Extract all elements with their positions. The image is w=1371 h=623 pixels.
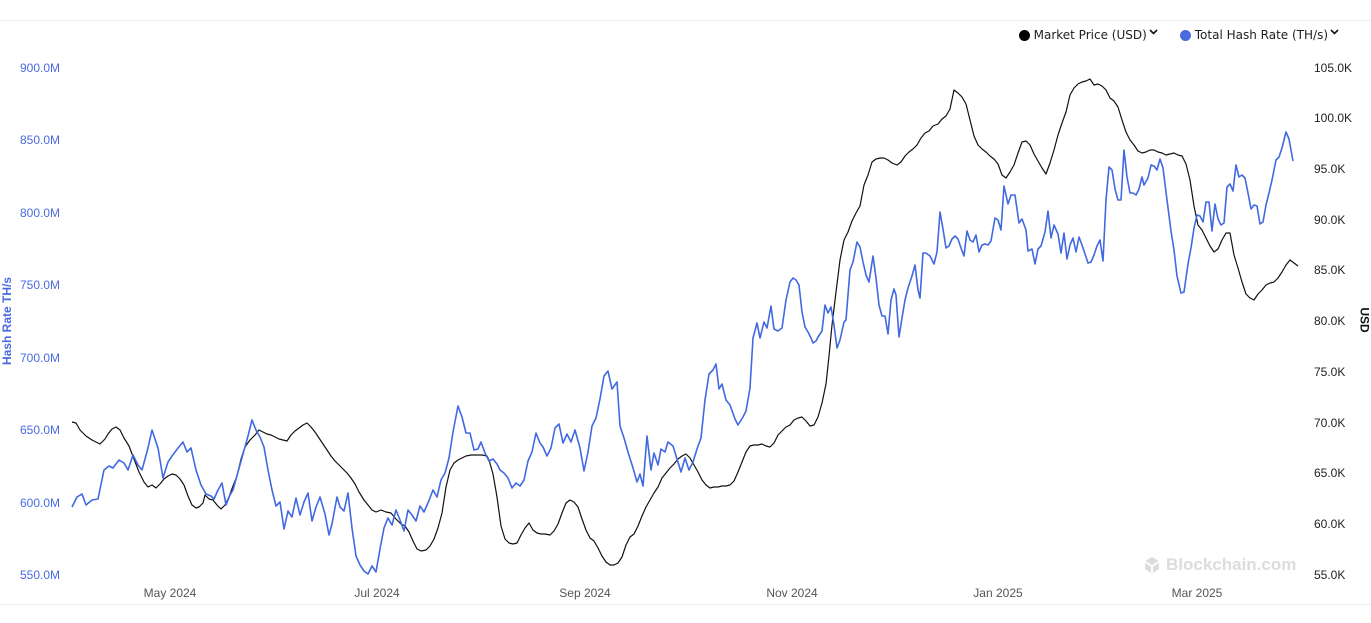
right-tick-label: 80.0K	[1314, 314, 1346, 328]
legend-item-hash-rate[interactable]: Total Hash Rate (TH/s)	[1179, 27, 1339, 42]
watermark: Blockchain.com	[1143, 555, 1296, 575]
left-tick-label: 700.0M	[20, 351, 61, 365]
right-tick-label: 105.0K	[1314, 61, 1353, 75]
right-tick-label: 55.0K	[1314, 568, 1346, 582]
left-tick-label: 550.0M	[20, 568, 61, 582]
x-tick-label: Nov 2024	[766, 586, 818, 600]
x-tick-label: May 2024	[143, 586, 197, 600]
hash-rate-dot-icon	[1179, 29, 1191, 41]
right-tick-label: 85.0K	[1314, 263, 1346, 277]
left-tick-label: 750.0M	[20, 278, 61, 292]
right-tick-label: 95.0K	[1314, 162, 1346, 176]
right-tick-label: 100.0K	[1314, 111, 1353, 125]
x-tick-label: Jan 2025	[973, 586, 1023, 600]
top-divider	[0, 20, 1371, 21]
right-tick-label: 60.0K	[1314, 517, 1346, 531]
legend-label: Total Hash Rate (TH/s)	[1194, 28, 1328, 42]
chevron-down-icon[interactable]	[1149, 27, 1158, 38]
market-price-line[interactable]	[71, 78, 1299, 566]
left-tick-label: 900.0M	[20, 61, 61, 75]
watermark-text: Blockchain.com	[1166, 555, 1297, 574]
left-tick-label: 800.0M	[20, 206, 61, 220]
x-tick-label: Jul 2024	[354, 586, 400, 600]
legend-item-market-price[interactable]: Market Price (USD)	[1018, 27, 1158, 42]
blockchain-logo-icon	[1145, 557, 1159, 573]
x-tick-label: Mar 2025	[1171, 586, 1223, 600]
bottom-divider	[0, 604, 1371, 605]
right-tick-label: 90.0K	[1314, 213, 1346, 227]
market-price-dot-icon	[1018, 29, 1030, 41]
right-tick-label: 65.0K	[1314, 466, 1346, 480]
legend-label: Market Price (USD)	[1033, 28, 1147, 42]
chart-legend: Market Price (USD) Total Hash Rate (TH/s…	[1018, 27, 1339, 42]
right-tick-label: 75.0K	[1314, 365, 1346, 379]
left-tick-label: 650.0M	[20, 423, 61, 437]
left-tick-label: 600.0M	[20, 496, 61, 510]
x-tick-label: Sep 2024	[559, 586, 611, 600]
chevron-down-icon[interactable]	[1330, 27, 1339, 38]
left-tick-label: 850.0M	[20, 133, 61, 147]
hash-rate-line[interactable]	[71, 131, 1294, 575]
right-tick-label: 70.0K	[1314, 416, 1346, 430]
